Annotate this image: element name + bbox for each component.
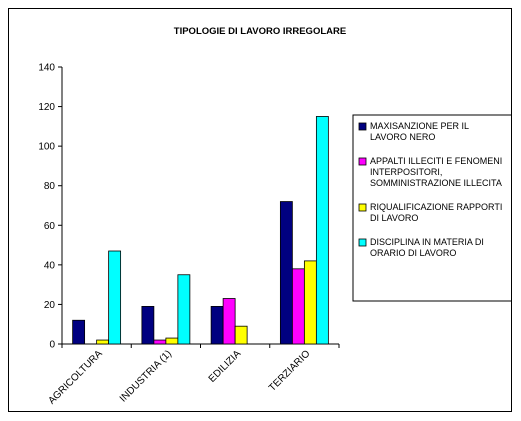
legend-swatch — [358, 122, 367, 131]
bar — [177, 274, 191, 345]
bar — [279, 201, 293, 345]
legend-swatch — [358, 203, 367, 212]
bar — [234, 325, 248, 345]
legend-swatch — [358, 238, 367, 247]
bar — [165, 337, 179, 345]
x-tick-label: EDILIZIA — [207, 348, 244, 385]
bar — [222, 298, 236, 345]
y-tick-label: 140 — [38, 63, 55, 74]
bar — [303, 260, 317, 345]
legend: MAXISANZIONE PER IL LAVORO NERO APPALTI IL… — [352, 114, 511, 302]
legend-label: MAXISANZIONE PER IL LAVORO NERO — [370, 121, 469, 142]
bar — [72, 319, 86, 345]
bar — [96, 339, 110, 345]
x-tick-label: AGRICOLTURA — [46, 348, 105, 407]
legend-label: APPALTI ILLECITI E FENOMENI INTERPOSITORI… — [370, 156, 502, 188]
x-tick-label: INDUSTRIA (1) — [118, 348, 174, 404]
y-tick-label: 80 — [44, 181, 56, 192]
plot-area: 0 20 40 60 80 100 120 140 AGRICOLTURA INDUSTRIA (… — [38, 63, 340, 407]
y-tick-label: 120 — [38, 102, 55, 113]
chart-frame: TIPOLOGIE DI LAVORO IRREGOLARE 0 20 40 60 80… — [8, 8, 512, 412]
bar — [108, 250, 122, 345]
y-tick-label: 100 — [38, 142, 55, 153]
y-tick-label: 60 — [44, 221, 56, 232]
bar — [141, 306, 155, 345]
chart-title: TIPOLOGIE DI LAVORO IRREGOLARE — [174, 26, 346, 37]
legend-swatch — [358, 157, 367, 166]
legend-box — [352, 114, 511, 302]
y-tick-label: 20 — [44, 300, 56, 311]
y-tick-label: 40 — [44, 260, 56, 271]
y-tick-label: 0 — [49, 340, 55, 351]
x-tick-label: TERZIARIO — [267, 348, 313, 394]
bar — [315, 116, 329, 345]
legend-label: DISCIPLINA IN MATERIA DI ORARIO DI LAVORO — [370, 237, 484, 258]
legend-label: RIQUALIFICAZIONE RAPPORTI DI LAVORO — [370, 202, 502, 223]
chart-svg: TIPOLOGIE DI LAVORO IRREGOLARE 0 20 40 60 80… — [38, 26, 511, 407]
bar — [291, 268, 305, 345]
bar — [210, 306, 224, 345]
bar — [153, 339, 167, 345]
